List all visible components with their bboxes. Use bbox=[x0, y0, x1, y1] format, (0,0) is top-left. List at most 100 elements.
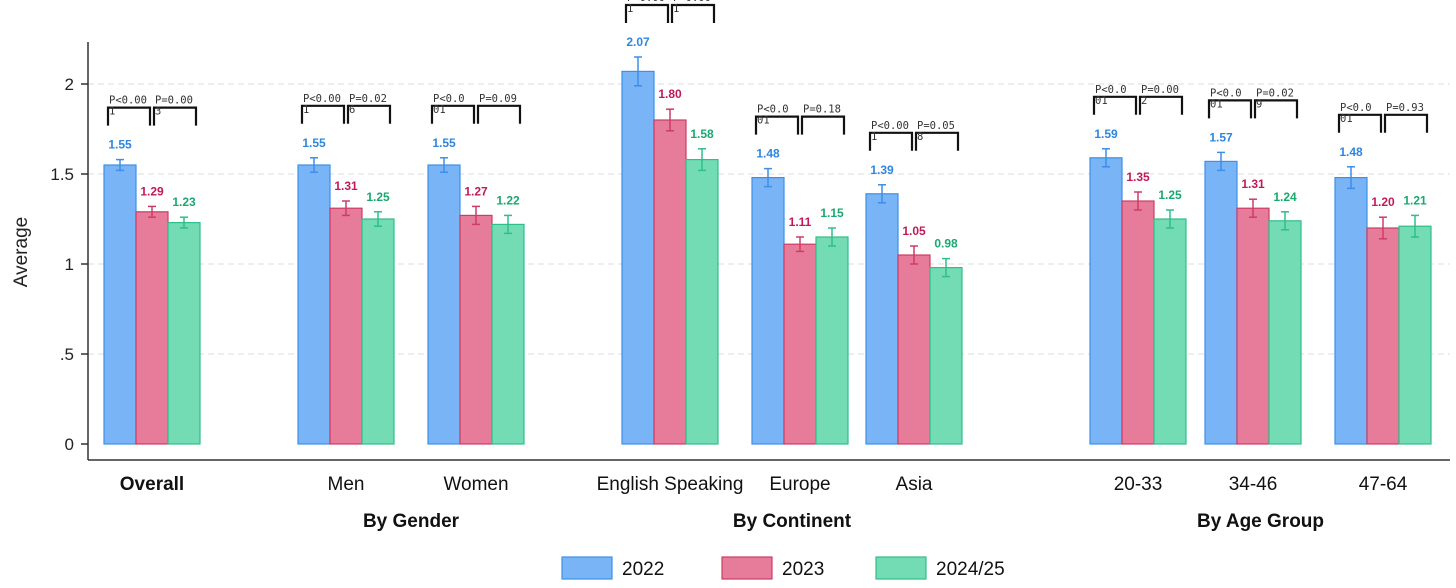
bar bbox=[751, 177, 785, 445]
bar bbox=[621, 70, 655, 445]
bar bbox=[685, 159, 719, 445]
category-label: English Speaking bbox=[597, 474, 744, 495]
p-value-label: P<0.00 bbox=[303, 93, 341, 105]
p-bracket bbox=[346, 104, 392, 124]
data-label: 1.20 bbox=[1371, 195, 1395, 209]
p-value-label: 1 bbox=[627, 3, 633, 15]
p-bracket bbox=[1092, 95, 1138, 115]
data-label: 1.25 bbox=[366, 190, 390, 204]
data-label: 1.59 bbox=[1094, 127, 1118, 141]
category-label: Men bbox=[328, 474, 365, 495]
data-label: 1.23 bbox=[172, 195, 196, 209]
p-value-label: P=0.09 bbox=[479, 93, 517, 105]
p-value-label: P=0.00 bbox=[1141, 84, 1179, 96]
p-value-label: P<0.00 bbox=[627, 0, 665, 4]
legend-swatch bbox=[561, 556, 613, 580]
p-bracket bbox=[106, 106, 152, 126]
p-value-label: 01 bbox=[1210, 98, 1223, 110]
p-value-brackets: P<0.001P=0.003P<0.001P=0.026P<0.001P=0.0… bbox=[106, 0, 1429, 151]
category-label: Women bbox=[443, 474, 508, 495]
bar bbox=[897, 254, 931, 445]
data-label: 1.24 bbox=[1273, 190, 1297, 204]
bar bbox=[1236, 207, 1270, 445]
p-value-label: P=0.18 bbox=[803, 104, 841, 116]
bar bbox=[297, 164, 331, 445]
bar bbox=[1366, 227, 1400, 445]
group-label: By Gender bbox=[363, 511, 460, 532]
category-label: Overall bbox=[120, 474, 184, 495]
group-label: By Continent bbox=[733, 511, 852, 532]
group-label: By Age Group bbox=[1197, 511, 1324, 532]
y-tick-label: 2 bbox=[65, 75, 74, 94]
legend-swatch bbox=[721, 556, 773, 580]
data-label: 1.29 bbox=[140, 184, 164, 198]
legend-label: 2024/25 bbox=[936, 559, 1005, 580]
data-label: 1.22 bbox=[496, 193, 520, 207]
category-label: 47-64 bbox=[1359, 474, 1408, 495]
data-label: 1.21 bbox=[1403, 193, 1427, 207]
p-value-label: 01 bbox=[433, 104, 446, 116]
bar bbox=[491, 223, 525, 445]
p-bracket bbox=[800, 115, 846, 135]
bar bbox=[783, 243, 817, 445]
bar bbox=[1204, 160, 1238, 445]
data-label: 1.58 bbox=[690, 127, 714, 141]
p-bracket bbox=[1138, 95, 1184, 115]
bar bbox=[1268, 220, 1302, 445]
p-value-label: 3 bbox=[155, 106, 161, 118]
data-label: 1.57 bbox=[1209, 130, 1233, 144]
bar bbox=[1153, 218, 1187, 445]
p-bracket bbox=[670, 3, 716, 23]
y-tick-label: 0 bbox=[65, 435, 74, 454]
p-bracket bbox=[1337, 113, 1383, 133]
p-value-label: 1 bbox=[303, 104, 309, 116]
p-bracket bbox=[868, 131, 914, 151]
data-label: 1.55 bbox=[302, 136, 326, 150]
data-label: 2.07 bbox=[626, 35, 650, 49]
p-value-label: P<0.00 bbox=[673, 0, 711, 4]
data-label: 1.35 bbox=[1126, 170, 1150, 184]
data-label: 1.48 bbox=[756, 147, 780, 161]
p-bracket bbox=[300, 104, 346, 124]
bar bbox=[865, 193, 899, 445]
bar bbox=[459, 214, 493, 445]
bar bbox=[1089, 157, 1123, 445]
p-value-label: 1 bbox=[871, 131, 877, 143]
p-value-label: P=0.02 bbox=[1256, 87, 1294, 99]
bar bbox=[815, 236, 849, 445]
p-value-label: P<0.00 bbox=[109, 95, 147, 107]
bar bbox=[1334, 177, 1368, 445]
data-label: 1.48 bbox=[1339, 145, 1363, 159]
data-label: 1.11 bbox=[789, 215, 812, 229]
p-value-label: P<0.0 bbox=[433, 93, 465, 105]
y-axis-label: Average bbox=[11, 217, 32, 287]
y-tick-label: 1 bbox=[65, 255, 74, 274]
p-value-label: P=0.02 bbox=[349, 93, 387, 105]
bar bbox=[329, 207, 363, 445]
p-value-label: P<0.0 bbox=[1095, 84, 1127, 96]
legend-swatch bbox=[875, 556, 927, 580]
category-label: 34-46 bbox=[1229, 474, 1278, 495]
p-value-label: P<0.00 bbox=[871, 120, 909, 132]
data-label: 1.55 bbox=[108, 138, 132, 152]
p-value-label: 01 bbox=[757, 115, 770, 127]
p-bracket bbox=[430, 104, 476, 124]
y-tick-label: 1.5 bbox=[50, 165, 74, 184]
bar bbox=[361, 218, 395, 445]
data-label: 1.80 bbox=[658, 87, 682, 101]
y-tick-label: .5 bbox=[60, 345, 74, 364]
legend-label: 2022 bbox=[622, 559, 664, 580]
data-label: 1.27 bbox=[464, 184, 488, 198]
bar bbox=[427, 164, 461, 445]
p-value-label: 9 bbox=[1256, 98, 1262, 110]
p-bracket bbox=[914, 131, 960, 151]
bar bbox=[1121, 200, 1155, 445]
p-bracket bbox=[624, 3, 670, 23]
bar bbox=[653, 119, 687, 445]
p-value-label: 01 bbox=[1095, 95, 1108, 107]
axes: 0 .5 1 1.5 2 Average Overall Men Women English Sp… bbox=[11, 42, 1450, 532]
category-label: Europe bbox=[769, 474, 830, 495]
legend: 2022 2023 2024/25 bbox=[561, 556, 1005, 580]
data-label: 1.25 bbox=[1158, 188, 1182, 202]
data-label: 1.05 bbox=[902, 224, 926, 238]
